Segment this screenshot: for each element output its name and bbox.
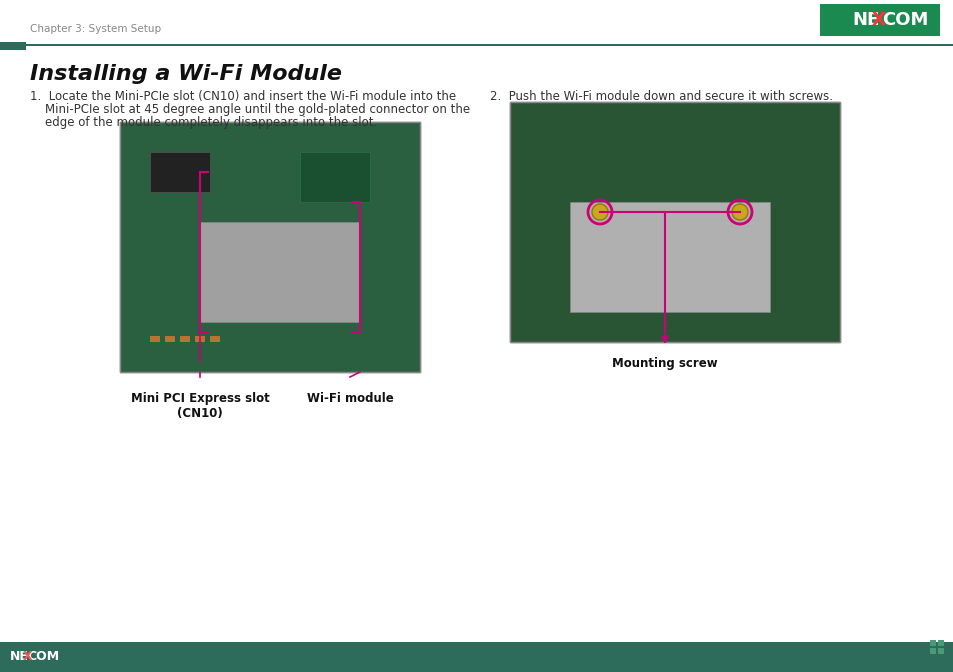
Bar xyxy=(929,640,935,646)
Bar xyxy=(937,648,943,654)
FancyBboxPatch shape xyxy=(820,4,939,36)
Text: NE: NE xyxy=(852,11,879,29)
Text: NE: NE xyxy=(10,650,29,663)
Text: X: X xyxy=(871,11,885,29)
Text: COM: COM xyxy=(882,11,927,29)
Text: Mini-PCIe slot at 45 degree angle until the gold-plated connector on the: Mini-PCIe slot at 45 degree angle until … xyxy=(30,103,470,116)
Bar xyxy=(165,336,174,342)
Bar xyxy=(510,102,840,342)
Circle shape xyxy=(731,204,747,220)
Circle shape xyxy=(592,204,607,220)
Text: COM: COM xyxy=(27,650,59,663)
Bar xyxy=(210,336,220,342)
Bar xyxy=(180,336,190,342)
Text: edge of the module completely disappears into the slot.: edge of the module completely disappears… xyxy=(30,116,376,129)
Text: 1.  Locate the Mini-PCIe slot (CN10) and insert the Wi-Fi module into the: 1. Locate the Mini-PCIe slot (CN10) and … xyxy=(30,90,456,103)
Text: Mini PCI Express slot
(CN10): Mini PCI Express slot (CN10) xyxy=(131,392,269,420)
Text: Installing a Wi-Fi Module: Installing a Wi-Fi Module xyxy=(30,64,341,84)
Text: X: X xyxy=(23,650,32,663)
Bar xyxy=(937,640,943,646)
Bar xyxy=(0,44,953,46)
Bar xyxy=(194,336,205,342)
Bar xyxy=(150,336,160,342)
Bar xyxy=(150,152,210,192)
Bar xyxy=(0,642,953,672)
Bar xyxy=(120,122,419,372)
Bar xyxy=(299,152,370,202)
Bar xyxy=(929,648,935,654)
Bar xyxy=(510,102,840,342)
Bar xyxy=(0,42,26,50)
Text: Wi-Fi module: Wi-Fi module xyxy=(306,392,393,405)
Bar xyxy=(569,202,769,312)
Text: 2.  Push the Wi-Fi module down and secure it with screws.: 2. Push the Wi-Fi module down and secure… xyxy=(490,90,832,103)
Bar xyxy=(200,222,359,322)
Text: Mounting screw: Mounting screw xyxy=(612,357,717,370)
Text: Chapter 3: System Setup: Chapter 3: System Setup xyxy=(30,24,161,34)
Bar xyxy=(120,122,419,372)
